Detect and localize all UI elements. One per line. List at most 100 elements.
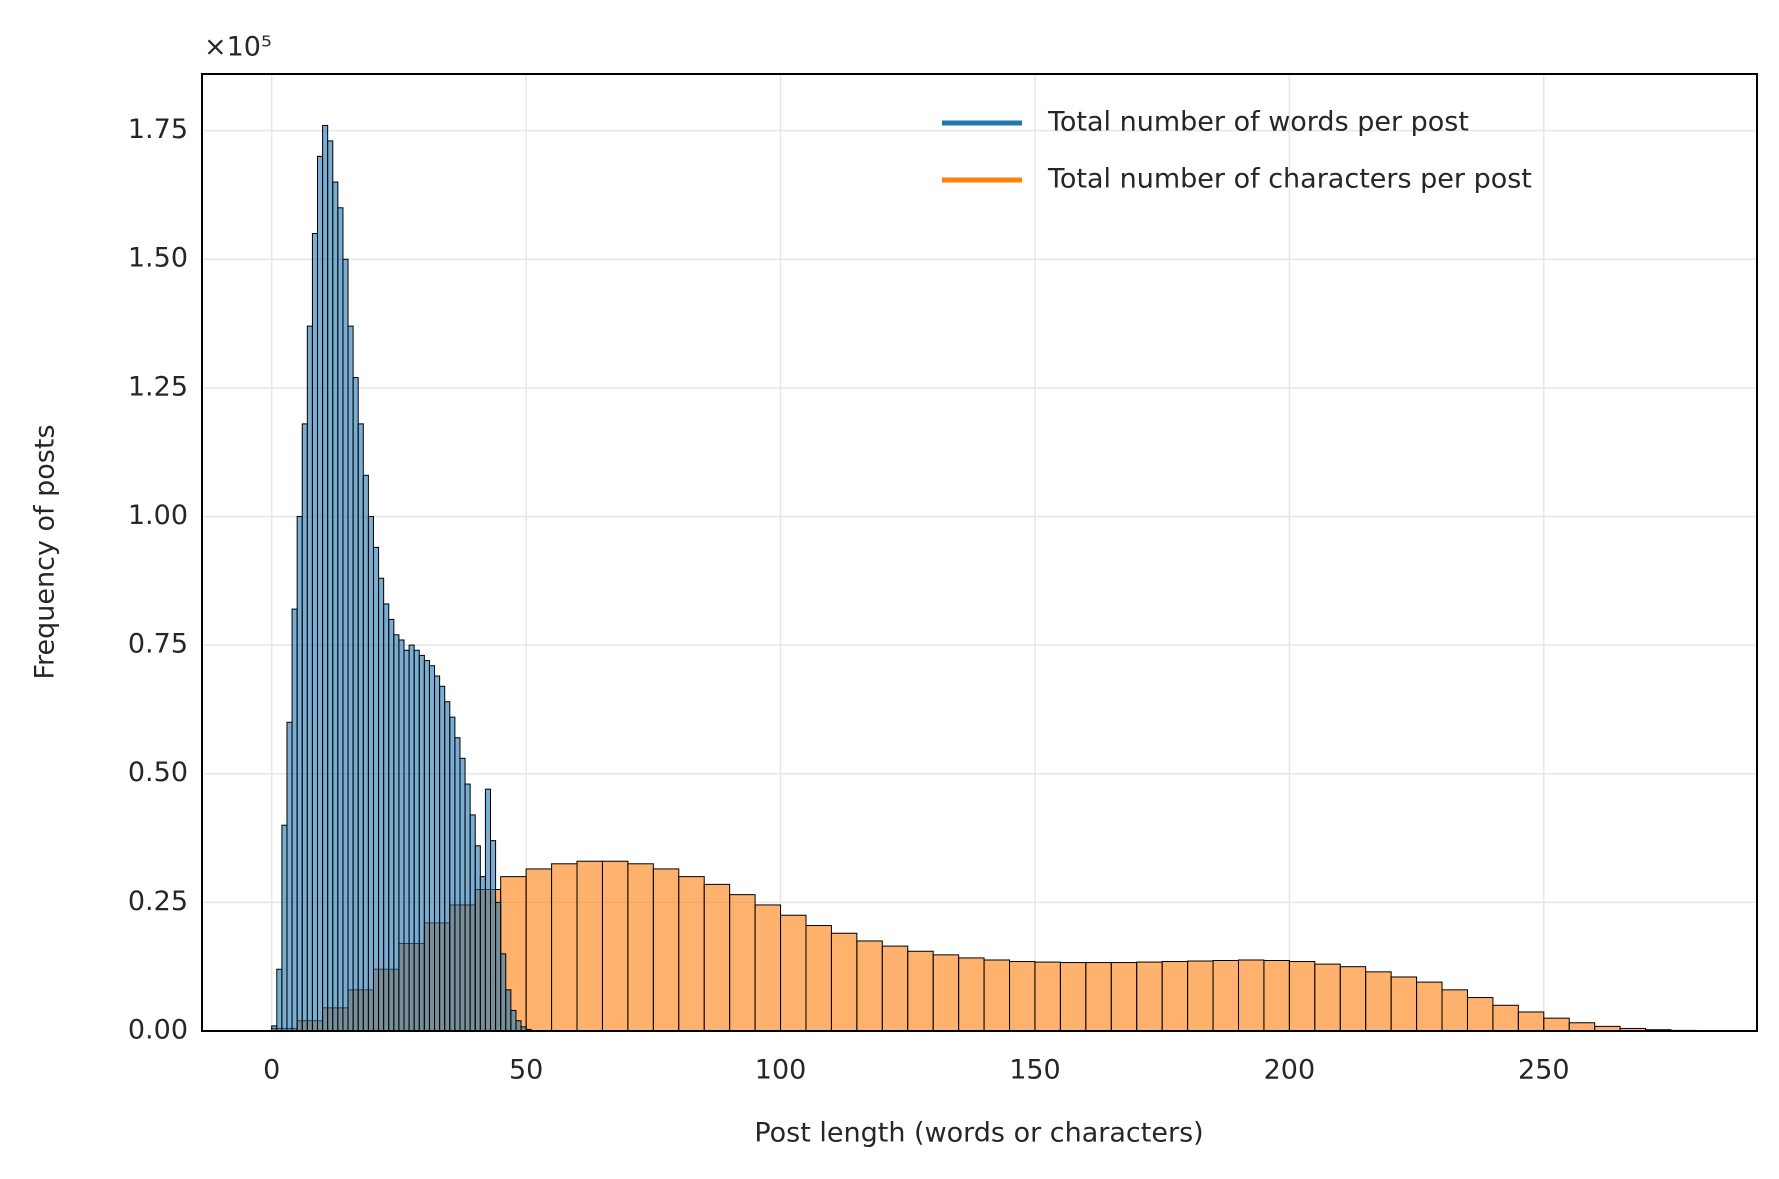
histogram-bar: [428, 665, 436, 1032]
histogram-bar: [805, 925, 832, 1032]
histogram-bar: [332, 181, 339, 1032]
y-tick-label: 0.50: [128, 757, 188, 788]
histogram-bar: [474, 845, 481, 1032]
histogram-bar: [1441, 989, 1468, 1032]
histogram-bar: [408, 644, 415, 1032]
histogram-bar: [495, 901, 502, 1032]
histogram-bar: [983, 959, 1011, 1032]
histogram-bar: [296, 515, 303, 1032]
histogram-bar: [484, 788, 492, 1032]
histogram-bar: [515, 1020, 522, 1032]
x-axis-label: Post length (words or characters): [754, 1118, 1203, 1149]
histogram-bar: [490, 840, 497, 1032]
plot-frame: [201, 73, 1758, 1032]
histogram-bar: [311, 233, 319, 1032]
histogram-bar: [322, 124, 329, 1032]
histogram-bar: [856, 940, 883, 1032]
histogram-bar: [1416, 981, 1443, 1032]
x-tick-label: 100: [755, 1055, 807, 1086]
histogram-bar: [352, 377, 359, 1032]
histogram-bar: [1237, 959, 1265, 1032]
histogram-bar: [383, 603, 390, 1032]
histogram-bar: [932, 954, 960, 1032]
legend-label: Total number of characters per post: [1047, 164, 1532, 195]
histogram-bar: [337, 207, 344, 1032]
y-tick-label: 0.75: [128, 629, 188, 660]
histogram-bar: [1212, 960, 1239, 1032]
histogram-bar: [281, 824, 288, 1032]
histogram-bar: [403, 649, 410, 1032]
histogram-bar: [1492, 1004, 1519, 1032]
histogram-bar: [276, 968, 283, 1032]
histogram-bar: [423, 660, 430, 1032]
histogram-bar: [754, 904, 782, 1032]
histogram-bar: [1009, 961, 1036, 1032]
histogram-bar: [551, 863, 578, 1032]
histogram-bar: [454, 737, 461, 1032]
histogram-bar: [434, 675, 441, 1032]
legend-label: Total number of words per post: [1047, 107, 1469, 138]
histogram-bar: [413, 649, 420, 1032]
histogram-bar: [367, 515, 374, 1032]
y-tick-label: 1.00: [128, 500, 188, 531]
histogram-bar: [510, 1009, 517, 1032]
histogram-bar: [1390, 976, 1418, 1032]
histogram-bar: [703, 883, 731, 1032]
histogram-bar: [652, 868, 680, 1032]
x-tick-label: 150: [1009, 1055, 1061, 1086]
histogram-bar: [418, 654, 425, 1032]
histogram-bar: [1288, 961, 1316, 1032]
y-axis-label: Frequency of posts: [30, 424, 61, 679]
histogram-bar: [780, 914, 807, 1032]
histogram-bar: [1314, 963, 1341, 1032]
histogram-bar: [576, 860, 603, 1032]
histogram-bar: [388, 618, 395, 1032]
histogram-bar: [830, 932, 858, 1032]
y-tick-label: 0.25: [128, 886, 188, 917]
histogram-bar: [347, 325, 354, 1032]
histogram-bar: [525, 868, 553, 1032]
histogram-bar: [357, 423, 364, 1032]
histogram-bar: [1085, 962, 1112, 1032]
histogram-bar: [306, 325, 313, 1032]
y-tick-label: 0.00: [128, 1015, 188, 1046]
histogram-bar: [469, 814, 476, 1032]
histogram-bar: [372, 546, 380, 1032]
histogram-bar: [1339, 966, 1367, 1032]
histogram-bar: [1365, 971, 1392, 1032]
histogram-bar: [291, 608, 298, 1032]
histogram-bar: [1136, 961, 1163, 1032]
histogram-bar: [1187, 960, 1214, 1032]
histogram-bar: [500, 953, 507, 1032]
histogram-bar: [1543, 1017, 1570, 1032]
histogram-bar: [444, 701, 451, 1032]
histogram-bar: [505, 989, 512, 1032]
plot-marks: [271, 124, 1723, 1032]
histogram-bar: [1466, 997, 1494, 1032]
histogram-bar: [1568, 1022, 1596, 1032]
histogram-bar: [479, 876, 486, 1032]
histogram-bar: [301, 423, 308, 1032]
histogram-bar: [1110, 962, 1138, 1032]
histogram-bar: [601, 860, 629, 1032]
histogram-bar: [729, 894, 756, 1032]
y-tick-label: 1.25: [128, 371, 188, 402]
histogram-bar: [464, 783, 471, 1032]
histogram-bar: [1059, 962, 1087, 1032]
histogram-bar: [378, 577, 385, 1032]
x-tick-label: 250: [1518, 1055, 1570, 1086]
histogram-bar: [398, 639, 405, 1032]
histogram-bar: [1517, 1011, 1545, 1032]
y-tick-label: 1.75: [128, 114, 188, 145]
histogram-bar: [958, 957, 985, 1032]
histogram-bar: [342, 258, 349, 1032]
histogram-bar: [459, 757, 466, 1032]
histogram-bar: [362, 474, 369, 1032]
y-tick-label: 1.50: [128, 243, 188, 274]
histogram-bar: [439, 685, 446, 1032]
histogram-bar: [449, 716, 456, 1032]
histogram-bar: [327, 140, 334, 1032]
histogram-bar: [1161, 961, 1189, 1032]
legend: Total number of words per post Total numb…: [942, 107, 1532, 195]
x-tick-label: 50: [509, 1055, 543, 1086]
